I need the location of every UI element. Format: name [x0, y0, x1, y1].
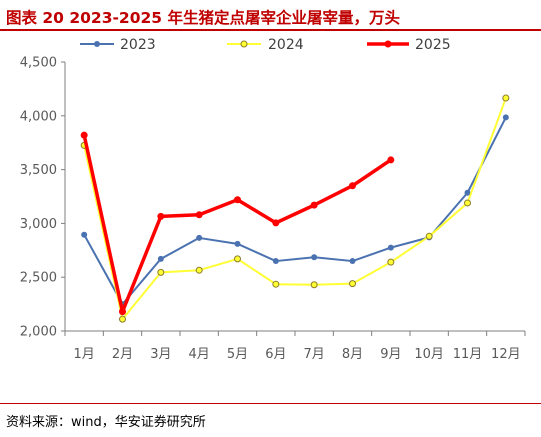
data-point-2024 — [195, 266, 203, 274]
data-point-2025 — [80, 131, 88, 139]
x-axis: 1月 2月 3月 4月 5月 6月 7月 8月 9月 10月 11月 12月 — [64, 330, 526, 362]
data-point-2025 — [157, 212, 165, 220]
chart-legend: 2023 2024 2025 — [80, 37, 451, 53]
legend-label: 2024 — [268, 37, 304, 53]
legend-swatch-marker — [94, 41, 100, 47]
data-point-2024 — [425, 232, 433, 240]
x-tick-label: 12月 — [491, 347, 521, 362]
source-divider — [0, 403, 541, 404]
y-tick-label: 2,500 — [20, 271, 57, 286]
legend-item-2023: 2023 — [80, 37, 156, 53]
legend-swatch-marker — [384, 40, 392, 48]
data-point-2024 — [502, 94, 510, 102]
data-point-2025 — [387, 156, 395, 164]
series-2023 — [81, 114, 509, 308]
series-layer — [80, 94, 510, 323]
legend-item-2025: 2025 — [367, 37, 451, 53]
series-2024 — [80, 94, 510, 323]
source-note: 资料来源：wind，华安证券研究所 — [6, 415, 206, 430]
data-point-2023 — [311, 254, 318, 261]
data-point-2025 — [234, 196, 241, 204]
data-point-2023 — [272, 258, 279, 265]
data-point-2023 — [234, 240, 241, 247]
y-tick-label: 2,000 — [20, 325, 57, 340]
data-point-2025 — [310, 201, 318, 209]
data-point-2024 — [464, 199, 471, 207]
data-point-2023 — [502, 114, 509, 121]
x-tick-label: 8月 — [342, 347, 363, 362]
x-tick-label: 1月 — [74, 347, 95, 362]
legend-label: 2025 — [415, 37, 451, 53]
x-tick-label: 4月 — [189, 347, 210, 362]
data-point-2024 — [349, 280, 356, 288]
series-line-2024 — [83, 97, 507, 321]
title-divider — [0, 29, 541, 31]
series-line-2023 — [83, 116, 507, 306]
legend-swatch-marker — [240, 40, 248, 48]
x-tick-label: 6月 — [265, 347, 286, 362]
data-point-2024 — [272, 280, 280, 288]
data-point-2023 — [387, 244, 394, 251]
x-tick-label: 10月 — [414, 347, 444, 362]
data-point-2023 — [157, 255, 164, 262]
series-2025 — [80, 131, 395, 316]
legend-item-2024: 2024 — [227, 37, 304, 53]
y-tick-label: 4,000 — [20, 109, 57, 124]
data-point-2025 — [272, 219, 280, 227]
x-tick-label: 7月 — [304, 347, 325, 362]
data-point-2023 — [349, 258, 356, 265]
line-chart: 2,000 2,500 3,000 3,500 4,000 4,500 1月 2月 3月 4月 5… — [20, 37, 526, 362]
x-tick-label: 2月 — [112, 347, 133, 362]
data-point-2024 — [234, 255, 241, 263]
y-tick-label: 3,000 — [20, 217, 57, 232]
data-point-2023 — [81, 231, 88, 238]
x-tick-label: 5月 — [227, 347, 248, 362]
data-point-2024 — [119, 315, 126, 323]
x-tick-label: 3月 — [150, 347, 171, 362]
data-point-2025 — [119, 308, 126, 316]
data-point-2023 — [464, 189, 471, 196]
figure-title: 图表 20 2023-2025 年生猪定点屠宰企业屠宰量，万头 — [6, 9, 400, 27]
data-point-2025 — [195, 211, 203, 219]
y-tick-label: 3,500 — [20, 163, 57, 178]
data-point-2024 — [157, 268, 165, 276]
data-point-2025 — [349, 182, 356, 190]
x-tick-label: 11月 — [453, 347, 483, 362]
legend-label: 2023 — [120, 37, 156, 53]
data-point-2023 — [196, 234, 203, 241]
y-axis: 2,000 2,500 3,000 3,500 4,000 4,500 — [20, 56, 66, 340]
series-line-2025 — [82, 133, 393, 314]
x-tick-label: 9月 — [380, 347, 401, 362]
y-tick-label: 4,500 — [20, 56, 57, 71]
data-point-2024 — [310, 281, 318, 289]
data-point-2024 — [387, 258, 395, 266]
